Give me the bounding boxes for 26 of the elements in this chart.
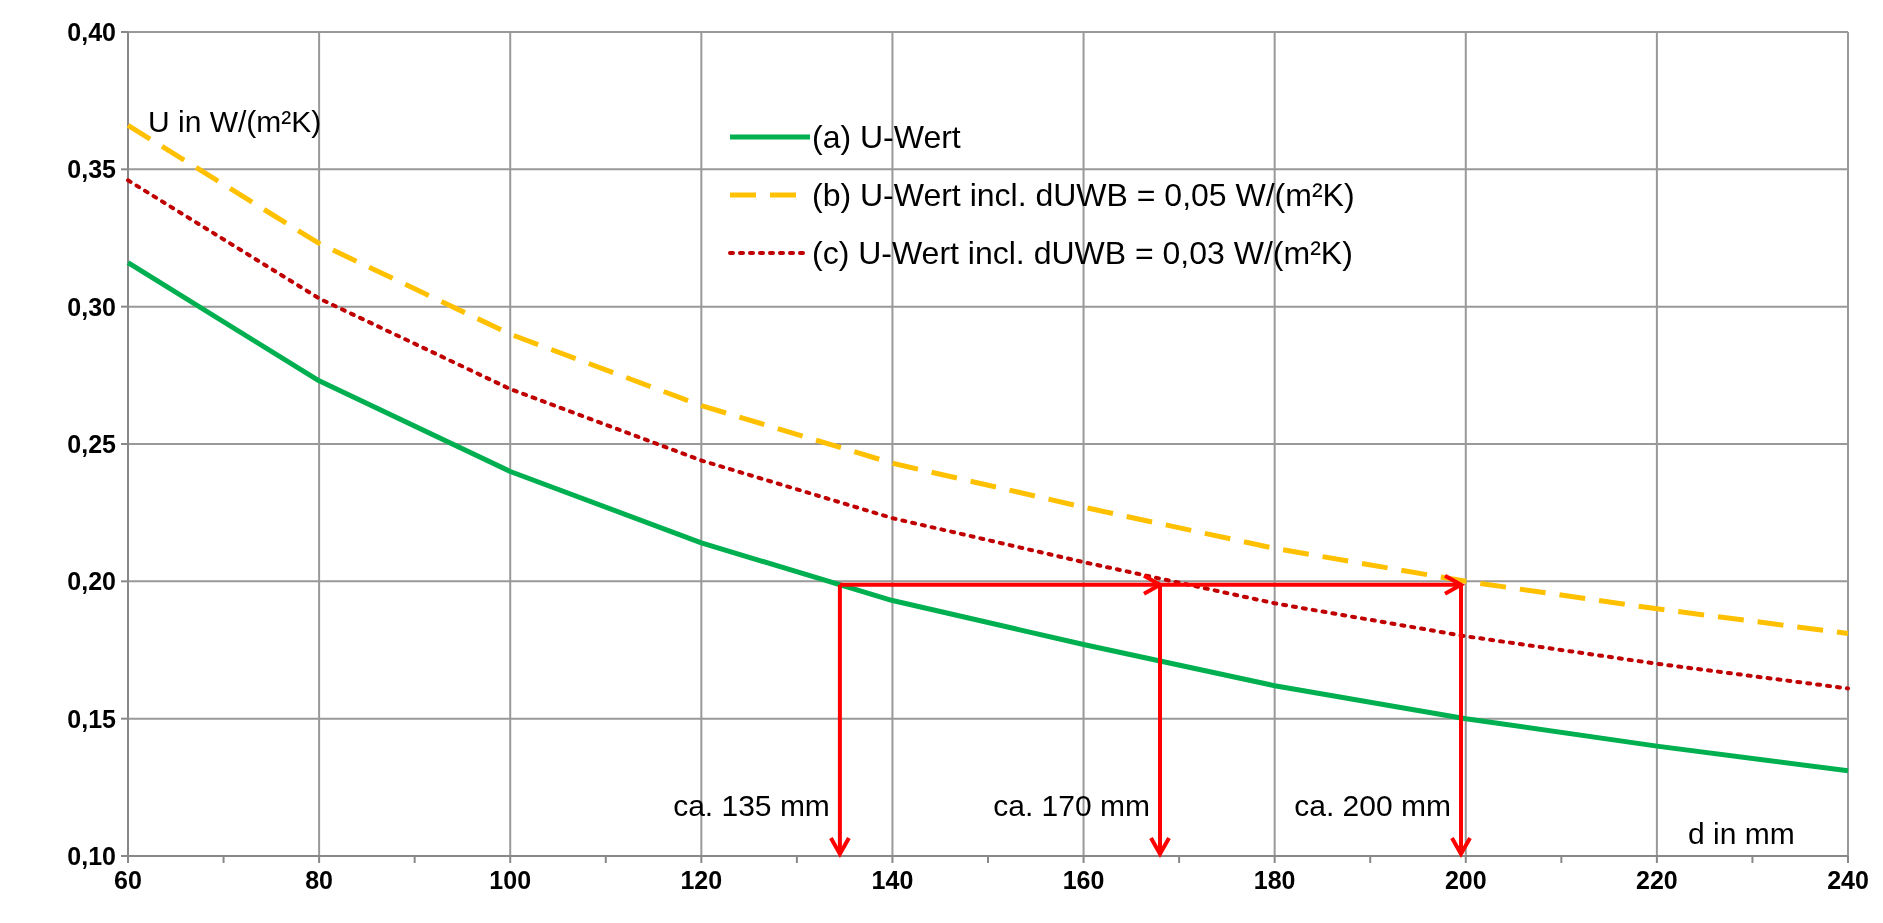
- line-series: [126, 178, 1850, 691]
- legend-label: (b) U-Wert incl. dUWB = 0,05 W/(m²K): [812, 177, 1355, 213]
- x-tick-label: 100: [489, 866, 532, 894]
- y-tick-label: 0,10: [67, 842, 116, 870]
- y-tick-label: 0,15: [67, 704, 117, 733]
- y-tick-label: 0,20: [67, 567, 116, 596]
- x-tick-label: 220: [1636, 866, 1678, 894]
- x-tick-label: 140: [871, 866, 914, 894]
- ref-line-label: ca. 170 mm: [993, 789, 1150, 822]
- y-axis-title: U in W/(m²K): [148, 105, 322, 138]
- x-axis-title: d in mm: [1688, 817, 1795, 850]
- legend-label: (c) U-Wert incl. dUWB = 0,03 W/(m²K): [812, 235, 1353, 271]
- y-tick-label: 0,35: [67, 155, 117, 184]
- ref-line-label: ca. 135 mm: [673, 789, 830, 822]
- y-tick-label: 0,40: [67, 18, 116, 46]
- x-tick-label: 160: [1062, 866, 1105, 894]
- y-tick-label: 0,25: [67, 430, 117, 458]
- x-tick-label: 180: [1253, 866, 1296, 894]
- x-tick-label: 60: [114, 866, 142, 894]
- x-tick-label: 240: [1827, 866, 1869, 894]
- x-tick-label: 80: [305, 866, 334, 894]
- x-tick-label: 200: [1444, 866, 1487, 894]
- legend-label: (a) U-Wert: [812, 119, 961, 155]
- ref-line-label: ca. 200 mm: [1294, 789, 1451, 822]
- x-tick-label: 120: [680, 866, 723, 894]
- y-tick-label: 0,30: [67, 292, 116, 321]
